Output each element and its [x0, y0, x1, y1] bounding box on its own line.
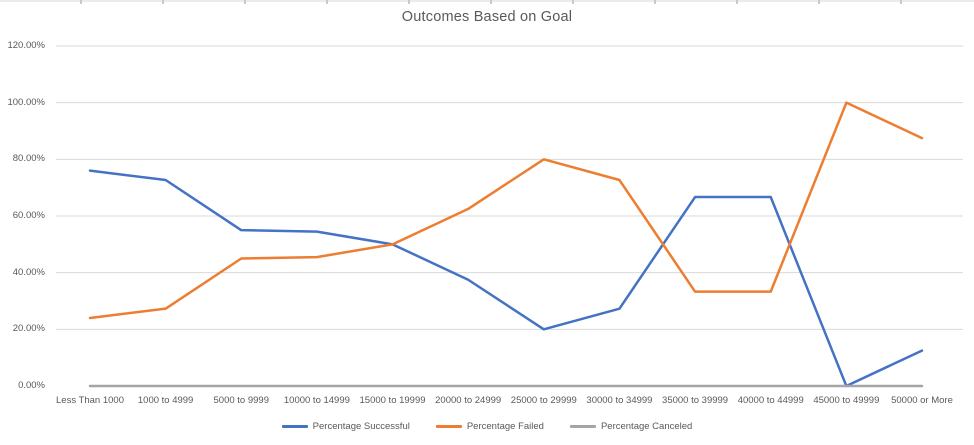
y-axis-tick-label: 60.00%: [12, 210, 45, 221]
y-axis-tick-label: 80.00%: [12, 153, 45, 165]
x-axis-category-label: Less Than 1000: [56, 395, 124, 406]
y-axis-tick-label: 0.00%: [18, 380, 45, 391]
legend-label-successful: Percentage Successful: [312, 421, 410, 432]
x-axis-category-label: 25000 to 29999: [510, 395, 577, 406]
chart-legend: Percentage Successful Percentage Failed …: [0, 421, 974, 432]
x-axis-category-label: 35000 to 39999: [662, 395, 729, 406]
legend-label-canceled: Percentage Canceled: [600, 421, 693, 432]
x-axis-category-label: 40000 to 44999: [737, 395, 804, 406]
y-axis-tick-label: 120.00%: [7, 40, 45, 51]
x-axis-category-label: 20000 to 24999: [435, 395, 502, 406]
x-axis-category-label: 1000 to 4999: [137, 395, 194, 406]
x-axis-category-label: 15000 to 19999: [359, 395, 426, 406]
y-axis-tick-label: 20.00%: [12, 323, 45, 335]
x-axis-category-label: 30000 to 34999: [586, 395, 653, 406]
series-line-0: [88, 169, 924, 388]
chart-title: Outcomes Based on Goal: [401, 9, 573, 25]
legend-item-percentage-canceled: Percentage Canceled: [569, 421, 693, 432]
line-swatch-icon: [281, 425, 308, 428]
line-swatch-icon: [435, 425, 462, 428]
spreadsheet-gridline-artifact: [0, 0, 974, 4]
x-axis-category-label: 10000 to 14999: [283, 395, 350, 406]
y-axis-tick-label: 100.00%: [7, 96, 45, 108]
series-line-1: [88, 101, 924, 320]
legend-item-percentage-failed: Percentage Failed: [435, 421, 544, 432]
x-axis-category-label: 5000 to 9999: [213, 395, 269, 406]
y-axis-tick-label: 40.00%: [12, 266, 45, 278]
x-axis-category-label: 45000 to 49999: [813, 395, 880, 406]
line-swatch-icon: [569, 425, 596, 428]
legend-label-failed: Percentage Failed: [466, 421, 544, 432]
legend-item-percentage-successful: Percentage Successful: [281, 421, 410, 432]
x-axis-category-label: 50000 or More: [891, 395, 953, 406]
